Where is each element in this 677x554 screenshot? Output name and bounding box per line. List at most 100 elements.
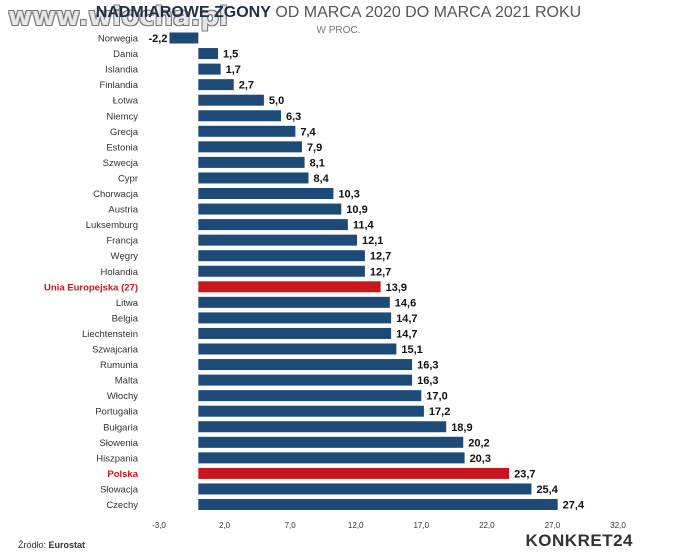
bar [198,296,390,308]
value-label: 15,1 [401,344,422,356]
bar [198,374,413,386]
category-label: Estonia [106,142,138,153]
value-label: 14,6 [395,297,416,309]
bar [198,265,365,277]
category-label: Chorwacja [93,189,139,200]
value-label: 27,4 [563,500,585,512]
category-label: Holandia [101,267,139,278]
x-tick-label: 7,0 [285,521,297,530]
source-note: Źródło: Eurostat [18,540,85,550]
category-label: Rumunia [100,360,139,371]
category-label: Unia Europejska (27) [44,282,138,293]
category-label: Austria [108,205,138,216]
bar [198,203,342,215]
value-label: 8,1 [310,157,325,169]
category-label: Bułgaria [103,422,139,433]
category-label: Norwegia [98,34,139,45]
category-label: Finlandia [99,80,138,91]
value-label: 14,7 [396,328,417,340]
category-label: Cypr [118,173,138,184]
bar [198,405,424,417]
value-label: 12,7 [370,251,391,263]
value-label: 2,7 [239,80,254,92]
value-label: 10,9 [346,204,367,216]
chart-title: NADMIAROWE ZGONY OD MARCA 2020 DO MARCA … [0,4,677,22]
bar [198,421,447,433]
bar [198,172,309,184]
bar [198,110,281,122]
x-tick-label: 17,0 [413,521,429,530]
value-label: 16,3 [417,375,438,387]
value-label: 1,7 [226,64,241,76]
category-label: Luksemburg [86,220,138,231]
chart-title-rest: OD MARCA 2020 DO MARCA 2021 ROKU [275,4,582,21]
bar [198,141,302,153]
bar [169,32,199,44]
category-label: Francja [106,236,138,247]
value-label: 8,4 [314,173,330,185]
value-label: 20,3 [470,453,491,465]
bar [198,467,510,479]
value-label: 23,7 [514,468,535,480]
bar [198,452,465,464]
bar [198,156,305,168]
category-label: Polska [107,469,138,480]
source-label: Źródło: [18,540,47,550]
bar [198,125,296,137]
value-label: 14,7 [396,313,417,325]
value-label: 7,9 [307,142,322,154]
category-label: Szwecja [103,158,139,169]
value-label: 20,2 [468,437,489,449]
value-label: 16,3 [417,360,438,372]
value-label: 1,5 [223,49,238,61]
category-label: Dania [113,49,139,60]
bar [198,188,334,199]
category-label: Islandia [105,65,138,76]
category-label: Szwajcaria [92,345,139,356]
bar [198,436,464,448]
bar [198,94,264,106]
value-label: 25,4 [536,484,558,496]
value-label: 13,9 [386,282,407,294]
category-label: Słowacja [100,484,139,495]
chart-title-bold: NADMIAROWE ZGONY [95,4,271,21]
bar [198,343,397,355]
x-tick-label: -3,0 [152,521,166,530]
category-label: Portugalia [95,407,138,418]
chart-subtitle: W PROC. [316,25,361,36]
bar [198,219,348,231]
category-label: Litwa [116,298,139,309]
category-label: Łotwa [113,96,139,107]
category-label: Liechtenstein [82,329,138,340]
value-label: 11,4 [353,220,375,232]
bar [198,281,381,293]
category-label: Włochy [107,391,138,402]
category-label: Czechy [106,500,138,511]
bar [198,312,392,324]
watermark-logo: www.wiocha.pl [8,2,228,32]
value-label: 18,9 [451,422,472,434]
x-tick-label: 12,0 [348,521,364,530]
category-label: Niemcy [106,111,138,122]
value-label: 7,4 [300,126,316,138]
bar [198,79,234,91]
value-label: 12,7 [370,266,391,278]
x-tick-label: 2,0 [219,521,231,530]
value-label: 17,2 [429,406,450,418]
bar [198,390,422,402]
x-tick-label: 22,0 [479,521,495,530]
value-label: 12,1 [362,235,383,247]
bar [198,250,365,262]
value-label: 17,0 [426,391,447,403]
value-label: 10,3 [338,189,359,201]
source-name: Eurostat [48,540,86,550]
category-label: Węgry [111,251,139,262]
category-label: Słowenia [99,438,138,449]
bar [198,499,558,510]
value-label: 6,3 [286,111,301,123]
category-label: Hiszpania [96,453,138,464]
brand-logo: KONKRET24 [525,531,633,550]
bar [198,63,221,75]
bar [198,48,219,60]
